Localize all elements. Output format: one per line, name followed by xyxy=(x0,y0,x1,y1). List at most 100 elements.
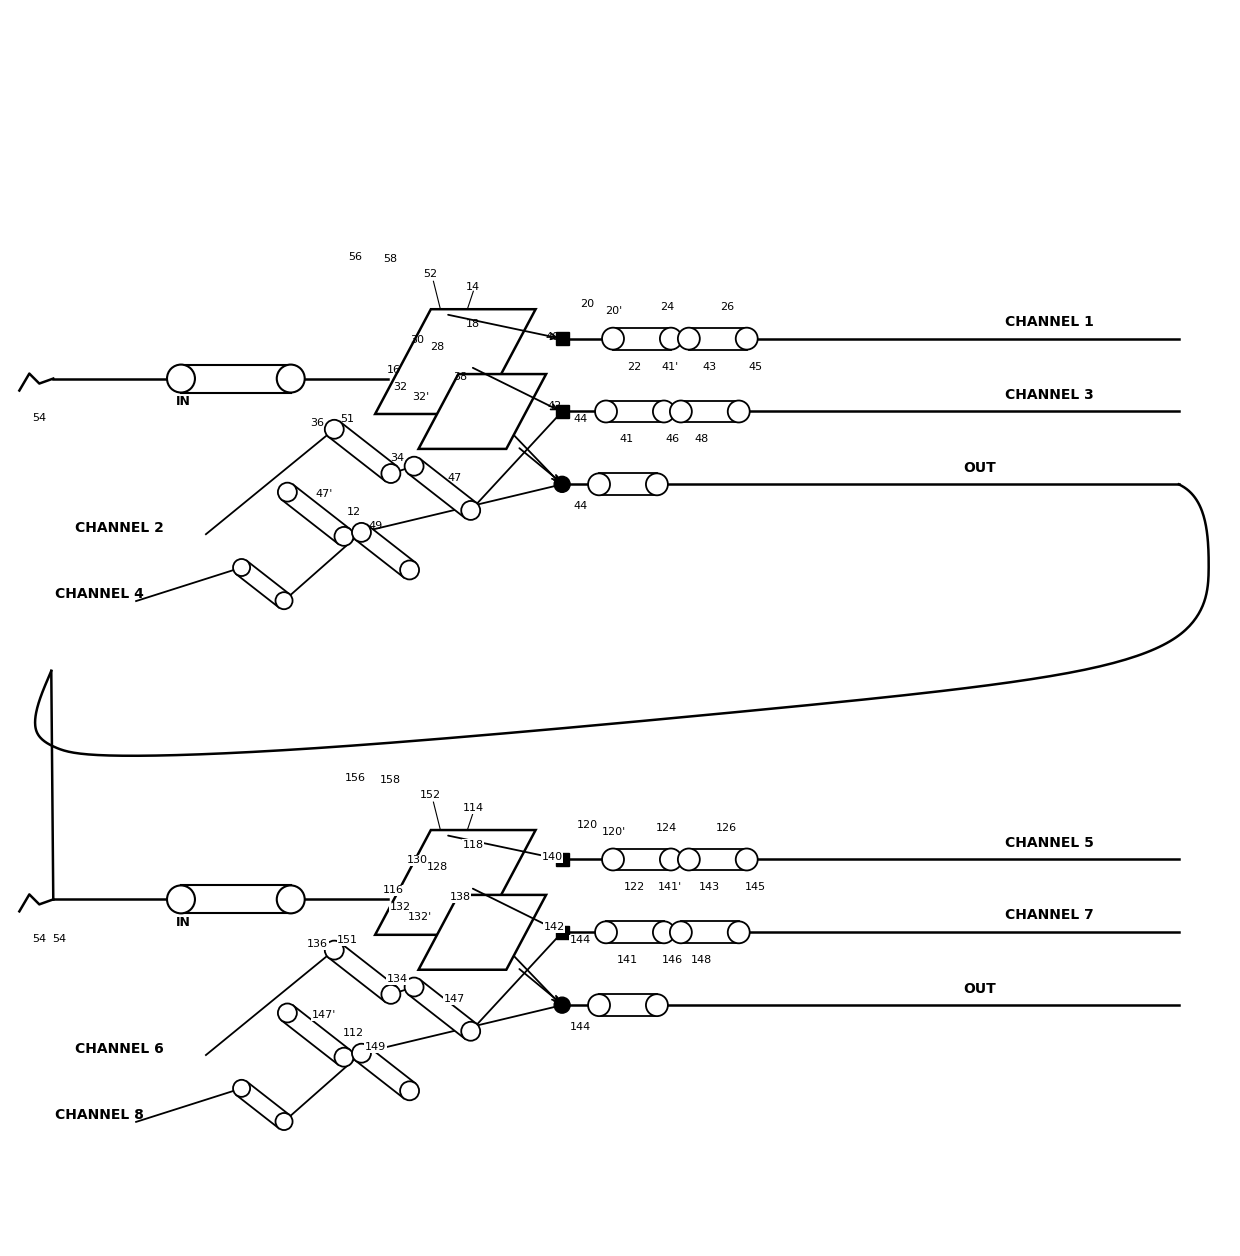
Text: 26: 26 xyxy=(719,301,734,311)
Circle shape xyxy=(735,849,758,870)
Circle shape xyxy=(325,420,343,438)
Text: 114: 114 xyxy=(463,803,484,813)
Text: 20: 20 xyxy=(580,299,594,309)
Circle shape xyxy=(167,885,195,913)
Text: 16: 16 xyxy=(387,364,401,374)
Text: 144: 144 xyxy=(569,1022,590,1032)
Text: 132': 132' xyxy=(408,912,433,922)
Polygon shape xyxy=(329,422,397,481)
Text: 151: 151 xyxy=(337,936,358,946)
Text: 30: 30 xyxy=(410,334,424,344)
Circle shape xyxy=(401,560,419,579)
Text: 130: 130 xyxy=(407,855,428,865)
Text: 42: 42 xyxy=(547,922,562,932)
Circle shape xyxy=(233,1080,250,1096)
Circle shape xyxy=(660,849,682,870)
Text: 41': 41' xyxy=(661,883,678,893)
Text: 34: 34 xyxy=(391,975,404,985)
Text: 122: 122 xyxy=(624,883,645,893)
Text: 32': 32' xyxy=(412,392,429,402)
Text: 136: 136 xyxy=(308,939,329,950)
Text: 47': 47' xyxy=(315,1010,332,1020)
Text: 143: 143 xyxy=(699,883,720,893)
Text: 52: 52 xyxy=(423,790,438,800)
Bar xyxy=(599,474,657,495)
Text: 44: 44 xyxy=(573,936,588,946)
Text: IN: IN xyxy=(176,916,191,929)
Text: 41': 41' xyxy=(661,362,678,372)
Text: 147: 147 xyxy=(444,995,465,1004)
Text: 24: 24 xyxy=(660,301,675,311)
Circle shape xyxy=(728,401,750,422)
Circle shape xyxy=(653,401,675,422)
Text: OUT: OUT xyxy=(962,461,996,475)
Text: 48: 48 xyxy=(694,435,709,445)
Text: 43: 43 xyxy=(703,883,717,893)
Bar xyxy=(556,926,569,938)
Text: 116: 116 xyxy=(383,885,404,896)
Text: 54: 54 xyxy=(52,934,66,945)
Circle shape xyxy=(595,922,618,943)
Text: 32: 32 xyxy=(393,902,408,912)
Text: 54: 54 xyxy=(32,934,46,945)
Text: 48: 48 xyxy=(694,956,709,966)
Circle shape xyxy=(603,849,624,870)
Text: 22: 22 xyxy=(627,362,641,372)
Circle shape xyxy=(382,463,401,484)
Text: 26: 26 xyxy=(719,823,734,833)
Text: 147': 147' xyxy=(311,1010,336,1020)
Text: 14: 14 xyxy=(466,283,480,293)
Text: 49: 49 xyxy=(368,521,383,531)
Text: 32': 32' xyxy=(412,912,429,922)
Circle shape xyxy=(233,559,250,577)
Text: 36: 36 xyxy=(311,939,325,950)
Polygon shape xyxy=(356,1046,415,1098)
Polygon shape xyxy=(237,560,289,608)
Bar xyxy=(556,332,569,345)
Circle shape xyxy=(167,364,195,393)
Circle shape xyxy=(588,474,610,495)
Circle shape xyxy=(404,977,424,996)
Circle shape xyxy=(595,401,618,422)
Polygon shape xyxy=(329,943,397,1002)
Text: 54: 54 xyxy=(32,413,46,423)
Text: 40: 40 xyxy=(546,332,559,342)
Text: 38: 38 xyxy=(454,893,467,902)
Polygon shape xyxy=(408,980,476,1039)
Circle shape xyxy=(728,922,750,943)
Bar xyxy=(689,849,746,870)
Text: 32: 32 xyxy=(393,382,408,392)
Text: 58: 58 xyxy=(383,254,398,264)
Circle shape xyxy=(277,364,305,393)
Polygon shape xyxy=(281,485,350,544)
Polygon shape xyxy=(376,830,536,934)
Text: 42: 42 xyxy=(547,402,562,412)
Text: 141: 141 xyxy=(616,956,637,966)
Text: OUT: OUT xyxy=(962,982,996,996)
Text: 12: 12 xyxy=(346,507,361,517)
Text: 24: 24 xyxy=(660,823,675,833)
Text: 141': 141' xyxy=(657,883,682,893)
Text: 44: 44 xyxy=(573,501,588,511)
Circle shape xyxy=(382,985,401,1004)
Circle shape xyxy=(335,526,353,546)
Bar xyxy=(613,328,671,349)
Circle shape xyxy=(660,328,682,349)
Text: 28: 28 xyxy=(430,342,444,352)
Circle shape xyxy=(646,474,668,495)
Text: 44: 44 xyxy=(573,1022,588,1032)
Circle shape xyxy=(404,457,424,476)
Circle shape xyxy=(278,1004,296,1022)
Circle shape xyxy=(461,501,480,520)
Circle shape xyxy=(275,592,293,609)
Circle shape xyxy=(588,995,610,1016)
Polygon shape xyxy=(419,896,546,970)
Circle shape xyxy=(335,1048,353,1066)
Polygon shape xyxy=(356,525,415,578)
Text: 158: 158 xyxy=(379,775,401,785)
Circle shape xyxy=(670,922,692,943)
Circle shape xyxy=(278,482,296,501)
Circle shape xyxy=(678,849,699,870)
Text: 16: 16 xyxy=(387,885,401,896)
Bar xyxy=(181,364,290,393)
